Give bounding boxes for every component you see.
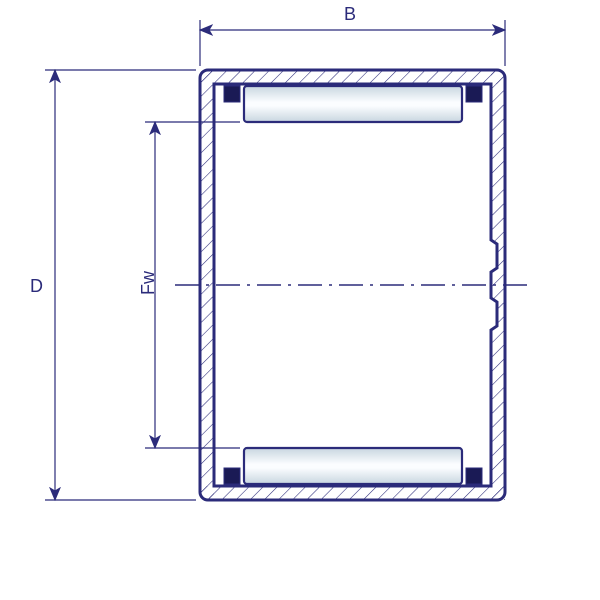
label-D: D (30, 276, 43, 297)
dimension-B (200, 20, 505, 66)
bearing-cross-section-diagram (0, 0, 600, 600)
label-Fw-text: Fw (138, 271, 158, 295)
roller-top (244, 86, 462, 122)
label-B-text: B (344, 4, 356, 24)
label-B: B (344, 4, 356, 25)
roller-bottom (244, 448, 462, 484)
label-D-text: D (30, 276, 43, 296)
dimension-D (45, 70, 196, 500)
label-Fw: Fw (138, 271, 159, 295)
